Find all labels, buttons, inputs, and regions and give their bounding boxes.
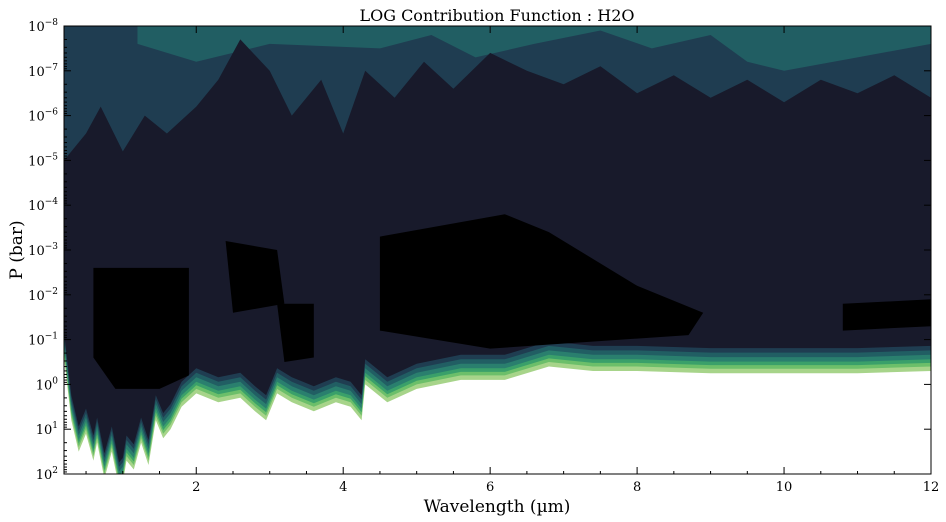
x-axis-label: Wavelength (µm): [424, 497, 571, 517]
y-axis-label: P (bar): [7, 220, 27, 279]
y-tick-label: 10−5: [28, 152, 58, 169]
x-tick-label: 6: [486, 480, 494, 495]
x-tick-label: 10: [776, 480, 793, 495]
axis-ticks: 2 4 6 8 10 12 10−8 10−7 10−6 10−5 10−4 10−3 10−2 10−1…: [28, 18, 939, 495]
y-tick-label: 100: [36, 376, 59, 393]
y-tick-label: 10−8: [28, 18, 58, 35]
chart-title: LOG Contribution Function : H2O: [359, 6, 634, 25]
y-tick-label: 10−6: [28, 108, 58, 125]
y-tick-label: 10−4: [28, 197, 58, 214]
x-tick-label: 4: [339, 480, 347, 495]
contour-core-region-5: [842, 299, 931, 331]
x-tick-label: 2: [192, 480, 200, 495]
y-tick-label: 10−1: [28, 332, 58, 349]
x-tick-label: 8: [633, 480, 641, 495]
y-tick-label: 10−3: [28, 242, 58, 259]
contour-band-upper-teal: [137, 26, 931, 71]
contour-core-region-2: [225, 241, 285, 313]
y-tick-label: 10−2: [28, 287, 58, 304]
contour-core-region-3: [277, 303, 314, 362]
contour-core-region-4: [379, 214, 704, 349]
y-tick-label: 10−7: [28, 63, 58, 80]
contour-fill-group: [64, 26, 931, 474]
y-tick-label: 101: [36, 421, 58, 438]
x-tick-label: 12: [923, 480, 940, 495]
contour-core-region-1: [93, 267, 189, 389]
y-tick-label: 102: [36, 466, 58, 483]
